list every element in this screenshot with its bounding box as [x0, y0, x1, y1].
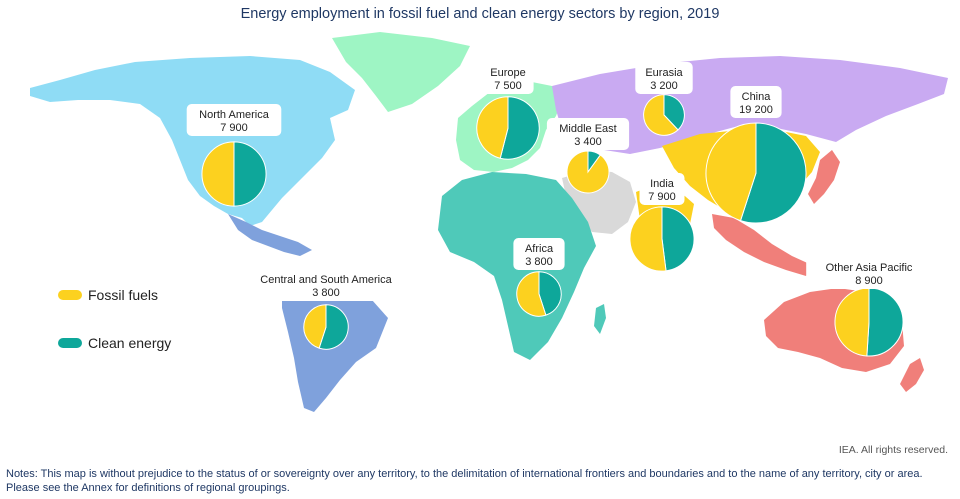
region-name-middle_east: Middle East [559, 123, 616, 135]
region-southeast-asia [712, 214, 814, 276]
region-name-africa: Africa [525, 243, 554, 255]
pie-slice-clean-europe [499, 96, 540, 160]
region-name-india: India [650, 178, 675, 190]
label-box-europe [482, 62, 534, 94]
legend-item-clean: Clean energy [58, 332, 171, 354]
pie-slice-clean-china [739, 122, 807, 224]
region-north-america [30, 56, 355, 226]
legend-label-fossil: Fossil fuels [88, 287, 159, 303]
pie-china [705, 122, 807, 224]
pie-north_america [201, 141, 267, 207]
legend-label-clean: Clean energy [88, 335, 172, 351]
pie-africa [516, 271, 562, 317]
pie-middle_east [566, 150, 610, 194]
region-name-north_america: North America [199, 109, 270, 121]
pie-slice-clean-other_asia_pacific [866, 287, 904, 357]
region-central-america [228, 214, 312, 256]
region-new-zealand [900, 358, 924, 392]
region-name-china: China [742, 91, 772, 103]
region-value-north_america: 7 900 [220, 122, 248, 134]
pie-slice-fossil-india [629, 206, 667, 272]
pie-slice-clean-india [661, 206, 695, 272]
pie-slice-clean-eurasia [663, 94, 685, 131]
legend-swatch-clean [58, 338, 82, 348]
label-box-eurasia [635, 62, 693, 94]
pie-slice-clean-north_america [233, 141, 267, 207]
region-name-other_asia_pacific: Other Asia Pacific [826, 262, 913, 274]
region-name-europe: Europe [490, 67, 525, 79]
pie-europe [476, 96, 540, 160]
legend: Fossil fuels Clean energy [58, 284, 171, 380]
pie-slice-fossil-eurasia [643, 94, 679, 136]
notes-text: Notes: This map is without prejudice to … [6, 468, 923, 494]
region-japan [808, 150, 840, 204]
label-box-north_america [186, 104, 282, 136]
pie-slice-fossil-north_america [201, 141, 235, 207]
label-box-india [639, 173, 685, 205]
label-box-africa [513, 238, 565, 270]
pie-slice-clean-africa [538, 271, 562, 316]
map-title: Energy employment in fossil fuel and cle… [240, 6, 720, 22]
label-box-other_asia_pacific [806, 257, 932, 289]
region-greenland [332, 32, 470, 112]
label-box-middle_east [546, 118, 630, 150]
pie-slice-fossil-china [705, 122, 757, 222]
legend-item-fossil: Fossil fuels [58, 284, 171, 306]
region-value-europe: 7 500 [494, 80, 522, 92]
region-value-india: 7 900 [648, 191, 676, 203]
legend-swatch-fossil [58, 290, 82, 300]
pie-charts [201, 94, 904, 357]
region-value-china: 19 200 [739, 104, 773, 116]
pie-slice-fossil-africa [516, 271, 547, 317]
pie-india [629, 206, 695, 272]
region-value-middle_east: 3 400 [574, 136, 602, 148]
region-madagascar [594, 304, 606, 334]
pie-slice-fossil-other_asia_pacific [834, 287, 870, 357]
region-value-africa: 3 800 [525, 256, 553, 268]
label-box-central_south_america [241, 269, 411, 301]
label-box-china [730, 86, 782, 118]
copyright-notice: IEA. All rights reserved. [838, 444, 948, 456]
region-value-other_asia_pacific: 8 900 [855, 275, 883, 287]
pie-eurasia [643, 94, 685, 136]
region-value-central_south_america: 3 800 [312, 287, 340, 299]
region-name-central_south_america: Central and South America [260, 274, 392, 286]
region-value-eurasia: 3 200 [650, 80, 678, 92]
region-name-eurasia: Eurasia [645, 67, 683, 79]
pie-other_asia_pacific [834, 287, 904, 357]
pie-central_south_america [303, 304, 349, 350]
pie-slice-fossil-europe [476, 96, 509, 159]
pie-slice-fossil-central_south_america [303, 304, 327, 349]
pie-slice-fossil-middle_east [566, 150, 610, 194]
